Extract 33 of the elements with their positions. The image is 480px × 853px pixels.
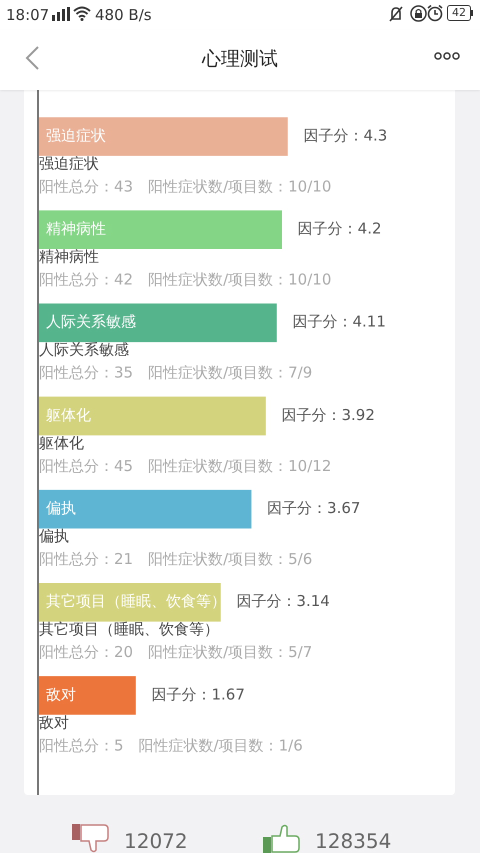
- data-label: 因子分：3.67: [267, 499, 360, 518]
- y-tick-label: 人际关系敏感: [46, 312, 136, 331]
- data-label: 因子分：4.3: [303, 126, 388, 144]
- y-tick-label: 强迫症状: [46, 126, 106, 144]
- bar: [39, 490, 252, 528]
- bar: [39, 117, 288, 156]
- bar: [39, 676, 136, 715]
- annotation: 阳性总分：5 阳性症状数/项目数：1/6: [39, 736, 303, 754]
- text: 12072: [124, 828, 188, 853]
- bar: [39, 304, 277, 342]
- annotation: 阳性总分：35 阳性症状数/项目数：7/9: [39, 364, 312, 382]
- y-tick-label: 其它项目（睡眠、饮食等）: [46, 592, 226, 610]
- y-tick-label: 偏执: [46, 499, 76, 518]
- bar: [39, 396, 266, 436]
- text: 128354: [315, 828, 392, 853]
- y-tick-label: 精神病性: [46, 220, 106, 238]
- data-label: 因子分：3.14: [236, 592, 330, 610]
- annotation: 阳性总分：42 阳性症状数/项目数：10/10: [39, 270, 332, 289]
- bar: [39, 210, 282, 250]
- text: 18:07: [6, 5, 50, 25]
- y-tick-label: 躯体化: [46, 406, 91, 424]
- text: 480 B/s: [95, 5, 152, 25]
- data-label: 因子分：4.11: [292, 312, 386, 331]
- y-tick-label: 敌对: [46, 685, 76, 704]
- chart-title: 心理测试: [200, 47, 279, 72]
- annotation: 阳性总分：20 阳性症状数/项目数：5/7: [39, 643, 312, 662]
- data-label: 因子分：3.92: [281, 406, 375, 424]
- data-label: 因子分：1.67: [151, 685, 245, 704]
- annotation: 阳性总分：43 阳性症状数/项目数：10/10: [39, 177, 332, 196]
- annotation: 阳性总分：21 阳性症状数/项目数：5/6: [39, 550, 312, 568]
- annotation: 阳性总分：45 阳性症状数/项目数：10/12: [39, 456, 332, 475]
- data-label: 因子分：4.2: [298, 220, 382, 238]
- battery-icon: 42: [447, 5, 473, 21]
